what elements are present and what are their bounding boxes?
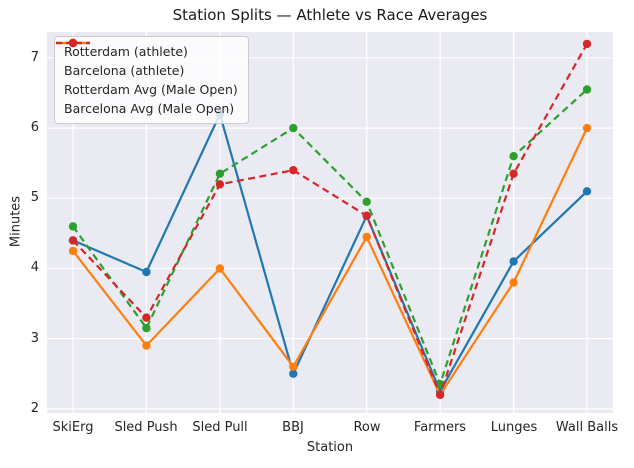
chart-canvas bbox=[47, 32, 613, 413]
legend: Rotterdam (athlete) Barcelona (athlete) … bbox=[54, 36, 249, 124]
y-tick-label: 3 bbox=[30, 331, 39, 346]
legend-item-rotterdam-avg: Rotterdam Avg (Male Open) bbox=[56, 38, 238, 99]
x-tick-label: BBJ bbox=[282, 420, 304, 435]
data-point-rotterdam-avg-male-open-lunges bbox=[509, 152, 518, 161]
legend-label: Barcelona Avg (Male Open) bbox=[64, 101, 235, 116]
x-tick-label: Sled Push bbox=[114, 420, 178, 435]
data-point-rotterdam-athlete-bbj bbox=[289, 369, 298, 378]
legend-label: Rotterdam (athlete) bbox=[64, 44, 188, 59]
plot-area: Rotterdam (athlete) Barcelona (athlete) … bbox=[47, 32, 613, 413]
data-point-rotterdam-avg-male-open-sled-pull bbox=[215, 169, 225, 178]
data-point-barcelona-avg-male-open-lunges bbox=[509, 169, 518, 178]
data-point-barcelona-athlete-wall-balls bbox=[582, 123, 592, 133]
series-line-rotterdam-avg-male-open bbox=[72, 88, 588, 388]
data-point-barcelona-athlete-row bbox=[362, 232, 371, 242]
data-point-barcelona-avg-male-open-farmers bbox=[435, 390, 445, 399]
chart-title: Station Splits — Athlete vs Race Average… bbox=[172, 6, 488, 24]
data-point-rotterdam-avg-male-open-bbj bbox=[289, 123, 298, 133]
x-tick-label: Wall Balls bbox=[555, 420, 619, 435]
data-point-rotterdam-avg-male-open-skierg bbox=[68, 222, 78, 231]
data-point-rotterdam-athlete-lunges bbox=[509, 257, 518, 266]
data-point-barcelona-avg-male-open-sled-push bbox=[142, 313, 151, 322]
legend-label: Rotterdam Avg (Male Open) bbox=[64, 82, 238, 97]
y-tick-label: 2 bbox=[30, 401, 39, 416]
data-point-barcelona-athlete-sled-pull bbox=[215, 264, 225, 273]
series-markers-barcelona-avg-male-open bbox=[68, 39, 592, 399]
series-line-barcelona-avg-male-open bbox=[72, 43, 588, 398]
data-point-barcelona-athlete-lunges bbox=[509, 278, 518, 287]
gridlines bbox=[47, 32, 613, 413]
data-point-barcelona-athlete-sled-push bbox=[142, 341, 151, 350]
data-point-barcelona-avg-male-open-wall-balls bbox=[582, 39, 592, 49]
data-point-barcelona-athlete-skierg bbox=[68, 246, 78, 256]
x-tick-label: Farmers bbox=[413, 420, 467, 435]
data-point-rotterdam-avg-male-open-row bbox=[362, 197, 371, 206]
x-tick-label: Sled Pull bbox=[192, 420, 248, 435]
data-point-barcelona-avg-male-open-skierg bbox=[68, 236, 78, 245]
data-point-rotterdam-avg-male-open-sled-push bbox=[142, 323, 151, 333]
x-tick-label: Row bbox=[353, 420, 381, 435]
legend-item-barcelona-athlete: Barcelona (athlete) bbox=[56, 38, 238, 80]
data-point-rotterdam-avg-male-open-wall-balls bbox=[582, 85, 592, 94]
legend-label: Barcelona (athlete) bbox=[64, 63, 185, 78]
x-tick-label: Lunges bbox=[490, 420, 538, 435]
data-point-barcelona-athlete-bbj bbox=[289, 362, 298, 371]
legend-line-sample-barcelona-avg bbox=[56, 38, 90, 48]
legend-item-barcelona-avg: Barcelona Avg (Male Open) bbox=[56, 38, 238, 118]
data-point-barcelona-avg-male-open-sled-pull bbox=[215, 180, 225, 189]
data-point-barcelona-avg-male-open-row bbox=[362, 211, 371, 220]
y-tick-label: 6 bbox=[30, 120, 39, 135]
data-point-rotterdam-athlete-wall-balls bbox=[582, 187, 592, 196]
series-markers-rotterdam-avg-male-open bbox=[68, 85, 592, 389]
data-point-barcelona-avg-male-open-bbj bbox=[289, 166, 298, 175]
y-tick-label: 5 bbox=[30, 190, 39, 205]
y-tick-label: 7 bbox=[30, 50, 39, 65]
x-tick-label: SkiErg bbox=[52, 420, 94, 435]
series-line-barcelona-athlete bbox=[72, 127, 588, 398]
data-point-rotterdam-athlete-sled-push bbox=[142, 267, 151, 277]
y-tick-label: 4 bbox=[30, 260, 39, 275]
series-line-rotterdam-athlete bbox=[72, 110, 588, 394]
x-axis-label: Station bbox=[306, 440, 354, 455]
